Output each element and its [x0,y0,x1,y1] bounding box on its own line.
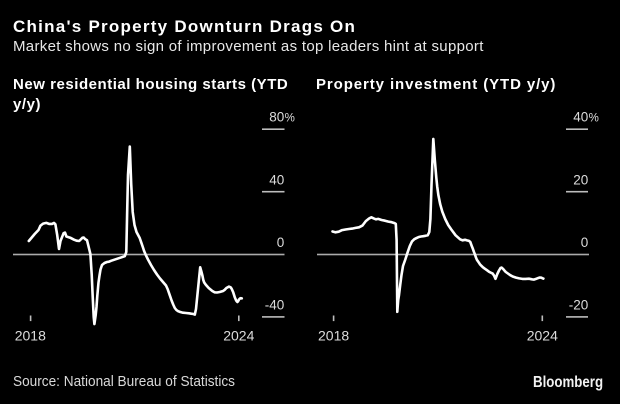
svg-text:2024: 2024 [223,327,254,343]
svg-text:20: 20 [573,172,588,187]
svg-text:%: % [285,113,295,125]
svg-text:40: 40 [269,172,284,187]
svg-text:0: 0 [581,235,589,250]
svg-text:2018: 2018 [318,327,349,343]
svg-text:2024: 2024 [527,327,558,343]
svg-text:%: % [589,113,599,125]
svg-text:80: 80 [269,110,284,125]
svg-text:-40: -40 [265,298,285,313]
svg-text:0: 0 [277,235,285,250]
svg-text:40: 40 [573,110,588,125]
svg-text:2018: 2018 [15,327,46,343]
svg-text:-20: -20 [569,298,589,313]
